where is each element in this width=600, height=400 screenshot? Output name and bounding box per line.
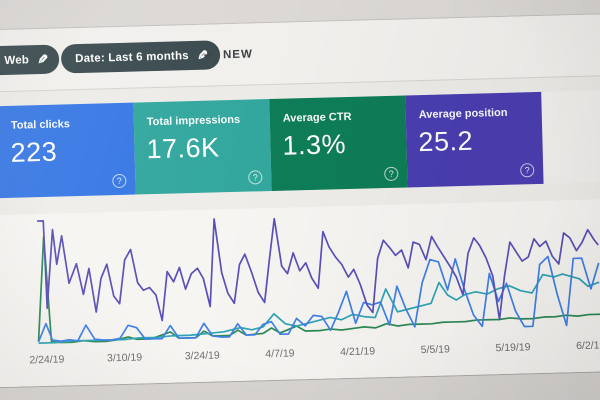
- metric-card-average-ctr[interactable]: Average CTR 1.3% ?: [269, 95, 408, 191]
- plus-icon: +: [202, 44, 214, 65]
- help-icon[interactable]: ?: [384, 166, 399, 182]
- x-tick-label: 3/10/19: [106, 351, 143, 365]
- x-tick-label: 4/21/19: [339, 345, 376, 359]
- performance-line-chart: [35, 199, 600, 346]
- card-value: 223: [10, 136, 58, 168]
- card-title: Total clicks: [10, 118, 71, 132]
- edit-pencil-icon: ✎: [36, 51, 49, 67]
- date-filter-chip-label: Date: Last 6 months: [74, 49, 189, 65]
- chart-canvas: [35, 199, 600, 346]
- card-value: 25.2: [418, 125, 474, 158]
- help-icon[interactable]: ?: [248, 170, 263, 185]
- new-filter-label: NEW: [222, 47, 254, 61]
- search-type-chip-label: e: Web: [0, 53, 30, 67]
- line-average-ctr: [36, 222, 600, 343]
- line-average-position: [37, 206, 600, 331]
- metric-card-total-clicks[interactable]: Total clicks 223 ?: [0, 102, 136, 199]
- x-tick-label: 5/5/19: [420, 343, 451, 357]
- x-axis-labels: 2/24/19 3/10/19 3/24/19 4/7/19 4/21/19 5/5/19…: [29, 339, 600, 370]
- metric-cards-row: Total clicks 223 ? Total impressions 17.…: [0, 89, 600, 199]
- card-title: Average position: [418, 106, 508, 122]
- x-tick-label: 5/19/19: [495, 341, 531, 355]
- date-filter-chip[interactable]: Date: Last 6 months ✎: [60, 40, 221, 74]
- new-filter-button[interactable]: + NEW: [203, 39, 254, 69]
- metric-card-average-position[interactable]: Average position 25.2 ?: [405, 91, 544, 188]
- x-tick-label: 6/2/19: [575, 339, 600, 353]
- card-value: 1.3%: [282, 129, 347, 161]
- performance-chart-panel[interactable]: 2/24/19 3/10/19 3/24/19 4/7/19 4/21/19 5/5/19…: [0, 198, 600, 388]
- help-icon[interactable]: ?: [112, 173, 127, 189]
- x-tick-label: 2/24/19: [29, 353, 65, 367]
- card-title: Total impressions: [146, 113, 241, 129]
- line-total-clicks: [37, 255, 600, 342]
- search-type-chip[interactable]: e: Web ✎: [0, 44, 60, 76]
- metric-card-total-impressions[interactable]: Total impressions 17.6K ?: [133, 99, 272, 195]
- x-tick-label: 4/7/19: [265, 347, 295, 361]
- help-icon[interactable]: ?: [520, 163, 535, 178]
- x-tick-label: 3/24/19: [184, 349, 220, 363]
- card-value: 17.6K: [146, 132, 220, 165]
- card-title: Average CTR: [282, 110, 352, 125]
- line-total-impressions: [37, 273, 600, 343]
